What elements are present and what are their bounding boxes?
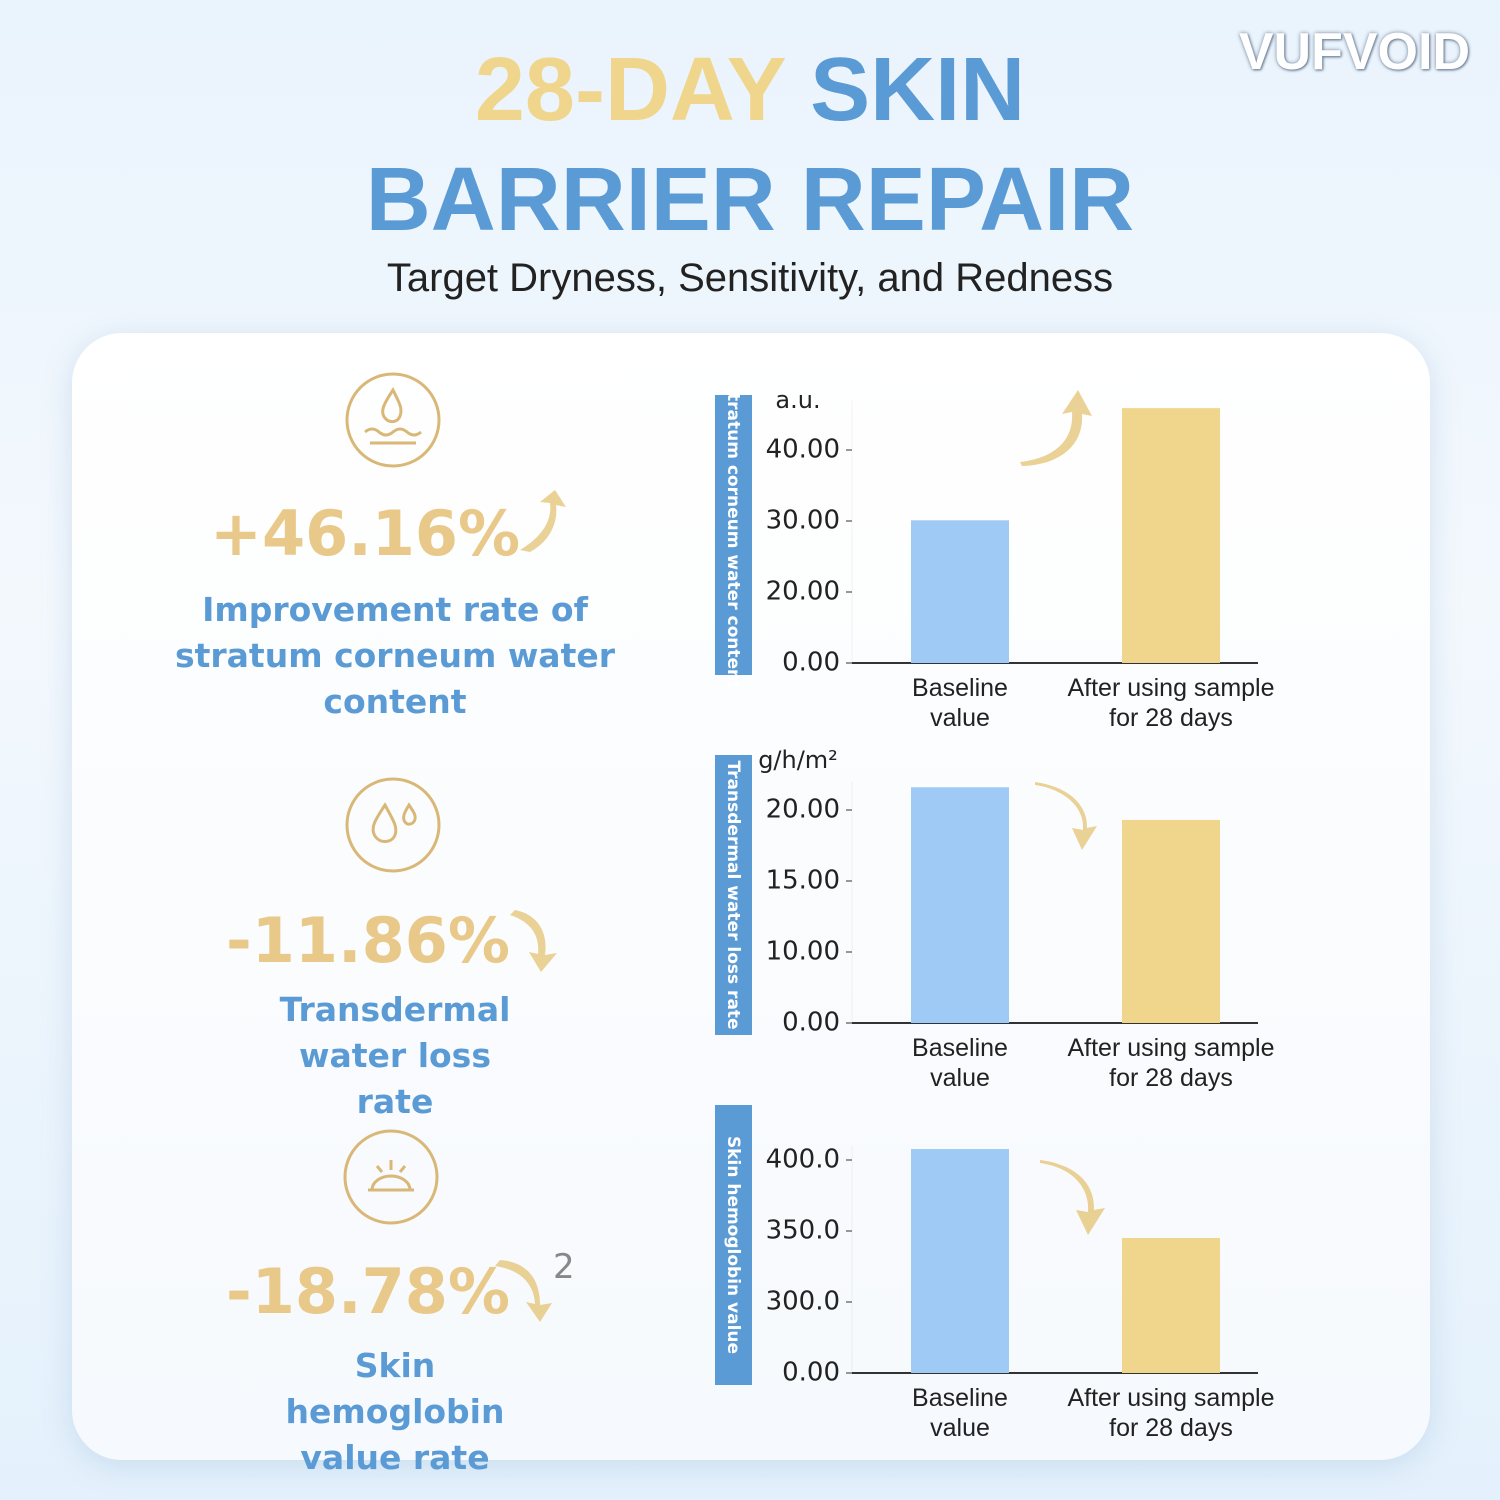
description: Skin hemoglobin value rate <box>285 1346 505 1477</box>
description: Transdermal water loss rate <box>279 990 511 1121</box>
stat: +46.16% <box>210 497 521 570</box>
bar <box>1122 819 1220 1023</box>
y-label-box <box>715 1105 752 1385</box>
y-label-box <box>715 755 752 1035</box>
y-tick-label: 20.00 <box>766 577 840 607</box>
arrows <box>495 390 1105 1322</box>
title-part: SKIN <box>810 40 1026 140</box>
x-tick-label: After using sample for 28 days <box>1067 1034 1275 1092</box>
y-tick-label: 0.00 <box>782 1358 840 1388</box>
y-tick-label: 20.00 <box>766 795 840 825</box>
bar <box>911 1149 1009 1373</box>
brand: VUFVOID <box>1238 23 1470 81</box>
y-axis-label: Stratum corneum water content <box>723 381 743 689</box>
bar <box>1122 408 1220 663</box>
unit: g/h/m² <box>758 746 838 774</box>
icons <box>343 372 441 1225</box>
bar <box>1122 1237 1220 1373</box>
x-tick-label: After using sample for 28 days <box>1067 674 1275 732</box>
note: 2 <box>553 1247 575 1287</box>
y-tick-label: 40.00 <box>766 435 840 465</box>
description: Improvement rate of stratum corneum wate… <box>174 590 616 721</box>
subtitle: Target Dryness, Sensitivity, and Redness <box>386 256 1114 300</box>
x-tick-label: Baseline value <box>912 674 1008 732</box>
x-tick-label: Baseline value <box>912 1384 1008 1442</box>
y-axis-label: Skin hemoglobin value <box>723 1136 743 1354</box>
y-tick-label: 15.00 <box>766 866 840 896</box>
bar <box>911 520 1009 663</box>
bar <box>911 787 1009 1023</box>
unit: a.u. <box>775 386 820 414</box>
y-tick-label: 300.0 <box>766 1287 840 1317</box>
chart: Skin hemoglobin value 0.00 300.0 350.0 400.0 <box>715 1105 1258 1388</box>
x-tick-label: Baseline value <box>912 1034 1008 1092</box>
title-line2: BARRIER REPAIR <box>365 150 1135 250</box>
chart: Transdermal water loss rate g/h/m² 0.00 10.… <box>715 746 1258 1038</box>
y-tick-label: 30.00 <box>766 506 840 536</box>
stat: -18.78% <box>226 1255 510 1328</box>
stat: -11.86% <box>226 904 510 977</box>
chart: Stratum corneum water content a.u. 0.00 20.… <box>715 381 1258 689</box>
y-tick-label: 350.0 <box>766 1216 840 1246</box>
y-axis-label: Transdermal water loss rate <box>723 760 743 1029</box>
y-tick-label: 0.00 <box>782 1008 840 1038</box>
y-tick-label: 0.00 <box>782 648 840 678</box>
x-tick-label: After using sample for 28 days <box>1067 1384 1275 1442</box>
title-line1: 28-DAY SKIN <box>0 45 1500 135</box>
y-label-box <box>715 395 752 675</box>
y-tick-label: 10.00 <box>766 937 840 967</box>
y-tick-label: 400.0 <box>766 1145 840 1175</box>
title-part: 28-DAY <box>474 40 786 140</box>
